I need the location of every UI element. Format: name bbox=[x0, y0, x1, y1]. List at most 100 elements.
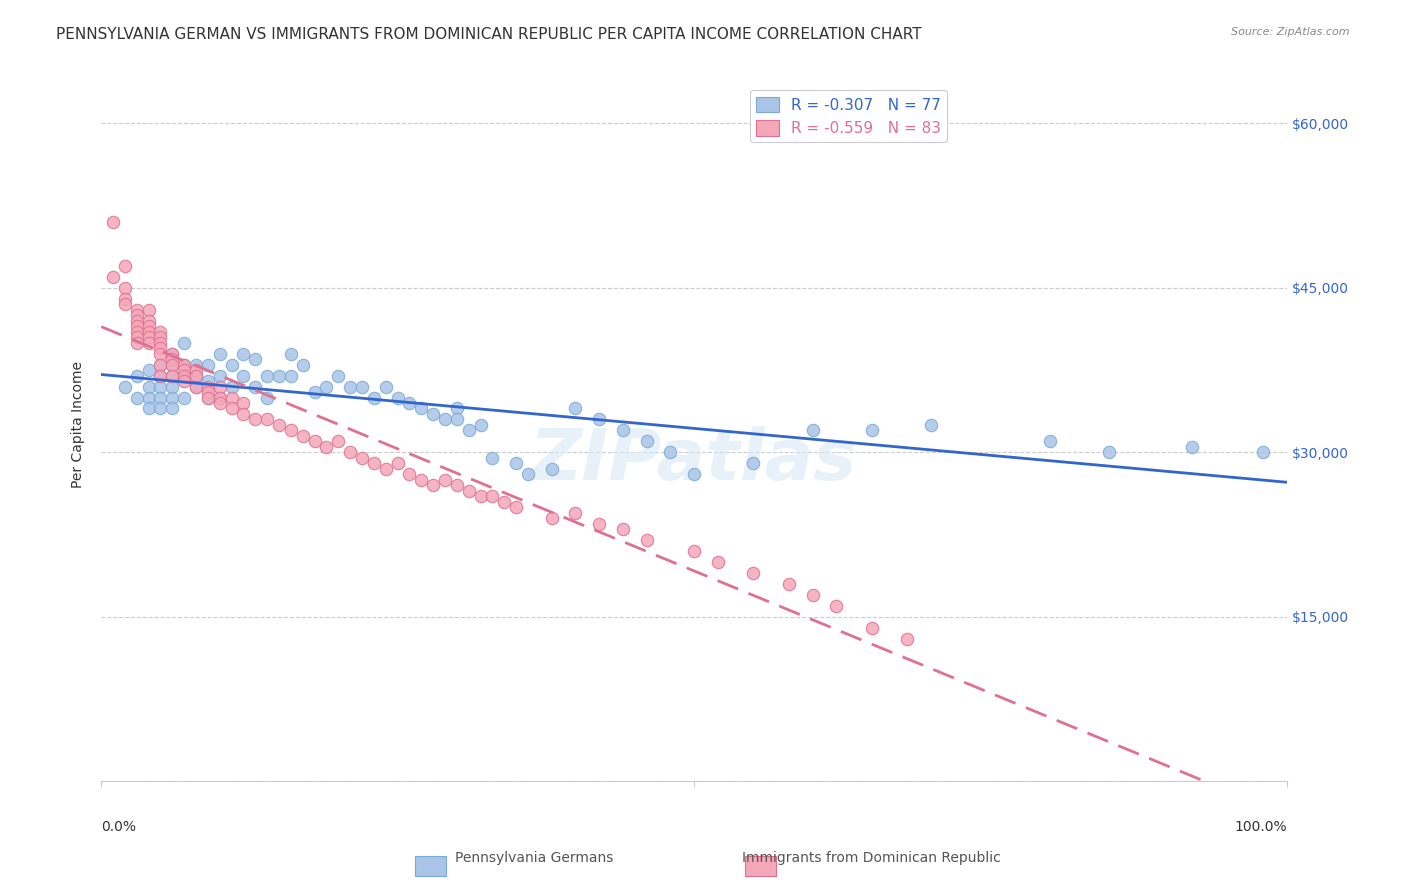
Text: 0.0%: 0.0% bbox=[101, 821, 136, 834]
Point bbox=[138, 314, 160, 328]
Point bbox=[221, 379, 243, 393]
Point bbox=[138, 335, 160, 350]
Point bbox=[162, 346, 184, 360]
Point bbox=[173, 358, 195, 372]
Point bbox=[138, 319, 160, 334]
Point bbox=[446, 412, 468, 426]
Y-axis label: Per Capita Income: Per Capita Income bbox=[72, 361, 86, 489]
Point bbox=[339, 379, 361, 393]
Point bbox=[315, 440, 337, 454]
Text: PENNSYLVANIA GERMAN VS IMMIGRANTS FROM DOMINICAN REPUBLIC PER CAPITA INCOME CORR: PENNSYLVANIA GERMAN VS IMMIGRANTS FROM D… bbox=[56, 27, 922, 42]
Point bbox=[101, 269, 124, 284]
Point bbox=[162, 358, 184, 372]
Point bbox=[173, 358, 195, 372]
Point bbox=[125, 308, 148, 322]
Point bbox=[173, 368, 195, 383]
Point bbox=[457, 483, 479, 498]
Point bbox=[588, 516, 610, 531]
Point bbox=[149, 325, 172, 339]
Point bbox=[162, 358, 184, 372]
Point bbox=[125, 302, 148, 317]
Point bbox=[184, 368, 207, 383]
Point bbox=[162, 391, 184, 405]
Point bbox=[588, 412, 610, 426]
Point bbox=[457, 424, 479, 438]
Point bbox=[221, 401, 243, 416]
Point bbox=[328, 368, 350, 383]
Point bbox=[422, 478, 444, 492]
Point bbox=[208, 391, 231, 405]
Point bbox=[162, 368, 184, 383]
Point bbox=[280, 424, 302, 438]
Text: Source: ZipAtlas.com: Source: ZipAtlas.com bbox=[1232, 27, 1350, 37]
Point bbox=[138, 391, 160, 405]
Point bbox=[232, 368, 254, 383]
Point bbox=[184, 363, 207, 377]
Point bbox=[232, 396, 254, 410]
Point bbox=[138, 302, 160, 317]
Point bbox=[505, 456, 527, 470]
Text: Immigrants from Dominican Republic: Immigrants from Dominican Republic bbox=[742, 851, 1001, 865]
Point bbox=[659, 445, 682, 459]
Point bbox=[184, 379, 207, 393]
Point bbox=[1098, 445, 1121, 459]
Point bbox=[398, 467, 420, 482]
Point bbox=[446, 478, 468, 492]
Point bbox=[374, 379, 396, 393]
Point bbox=[860, 621, 883, 635]
Point bbox=[470, 417, 492, 432]
Point bbox=[411, 473, 433, 487]
Point bbox=[422, 407, 444, 421]
Point bbox=[162, 352, 184, 367]
Point bbox=[280, 346, 302, 360]
Point bbox=[197, 358, 219, 372]
Point bbox=[683, 467, 706, 482]
Point bbox=[245, 412, 267, 426]
Point bbox=[162, 346, 184, 360]
Point bbox=[149, 341, 172, 355]
Point bbox=[267, 368, 290, 383]
Point bbox=[540, 511, 562, 525]
Point bbox=[125, 314, 148, 328]
Point bbox=[328, 434, 350, 449]
Point bbox=[125, 330, 148, 344]
Point bbox=[778, 577, 800, 591]
Point bbox=[363, 391, 385, 405]
Point bbox=[505, 500, 527, 515]
Point bbox=[197, 391, 219, 405]
Point bbox=[221, 358, 243, 372]
Point bbox=[173, 335, 195, 350]
Point bbox=[470, 489, 492, 503]
Text: 100.0%: 100.0% bbox=[1234, 821, 1286, 834]
Point bbox=[494, 494, 516, 508]
Point bbox=[125, 391, 148, 405]
Point bbox=[138, 325, 160, 339]
Point bbox=[1181, 440, 1204, 454]
Point bbox=[138, 379, 160, 393]
Point bbox=[173, 374, 195, 388]
Point bbox=[315, 379, 337, 393]
Point bbox=[481, 450, 503, 465]
Point bbox=[149, 335, 172, 350]
Point bbox=[256, 368, 278, 383]
Point bbox=[339, 445, 361, 459]
Point bbox=[149, 358, 172, 372]
Point bbox=[564, 506, 586, 520]
Point bbox=[636, 533, 658, 547]
Point bbox=[149, 379, 172, 393]
Point bbox=[114, 292, 136, 306]
Point bbox=[114, 297, 136, 311]
Text: Pennsylvania Germans: Pennsylvania Germans bbox=[456, 851, 613, 865]
Point bbox=[232, 407, 254, 421]
Point bbox=[481, 489, 503, 503]
Point bbox=[256, 412, 278, 426]
Point bbox=[149, 391, 172, 405]
Point bbox=[245, 379, 267, 393]
Point bbox=[540, 462, 562, 476]
Point bbox=[162, 368, 184, 383]
Point bbox=[125, 335, 148, 350]
Point bbox=[173, 391, 195, 405]
Point bbox=[825, 599, 848, 613]
Text: ZIPatlas: ZIPatlas bbox=[530, 426, 858, 495]
Point bbox=[101, 215, 124, 229]
